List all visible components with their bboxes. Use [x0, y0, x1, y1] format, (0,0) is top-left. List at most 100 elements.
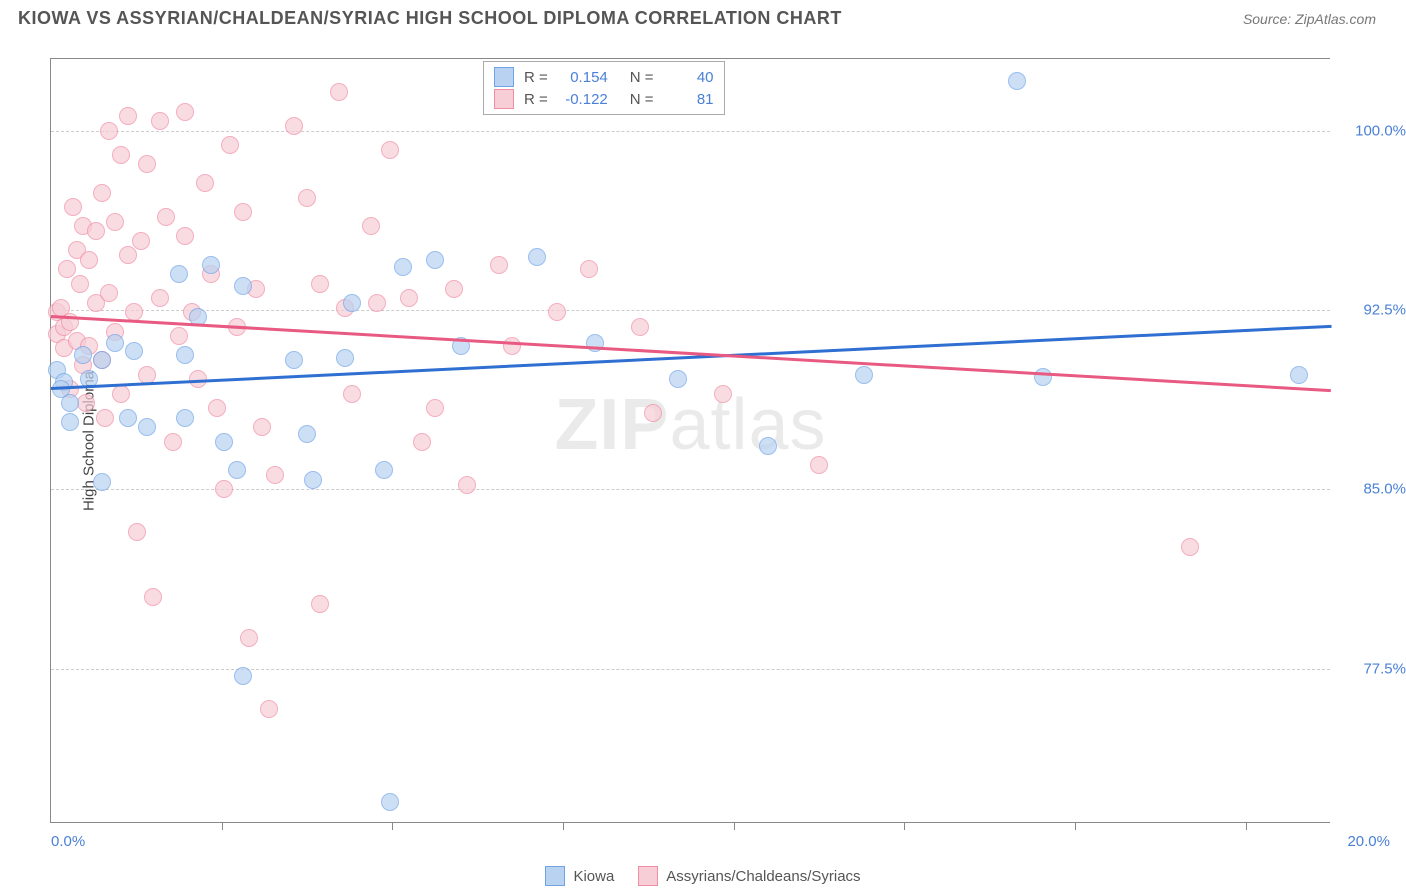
data-point [93, 473, 111, 491]
data-point [93, 184, 111, 202]
y-tick-label: 92.5% [1336, 302, 1406, 319]
data-point [119, 107, 137, 125]
x-max-label: 20.0% [1347, 833, 1390, 850]
legend-item: Assyrians/Chaldeans/Syriacs [638, 866, 860, 886]
data-point [132, 232, 150, 250]
x-tick [1246, 822, 1247, 830]
data-point [368, 294, 386, 312]
data-point [1034, 368, 1052, 386]
chart-title: KIOWA VS ASSYRIAN/CHALDEAN/SYRIAC HIGH S… [18, 8, 842, 29]
legend-row: R =0.154N =40 [494, 66, 714, 88]
gridline [51, 131, 1330, 132]
data-point [413, 433, 431, 451]
x-tick [734, 822, 735, 830]
data-point [77, 394, 95, 412]
data-point [381, 141, 399, 159]
data-point [208, 399, 226, 417]
data-point [221, 136, 239, 154]
data-point [298, 189, 316, 207]
data-point [164, 433, 182, 451]
n-label: N = [630, 91, 654, 108]
data-point [759, 437, 777, 455]
data-point [234, 203, 252, 221]
data-point [855, 366, 873, 384]
data-point [311, 275, 329, 293]
series-legend: Kiowa Assyrians/Chaldeans/Syriacs [0, 860, 1406, 892]
data-point [106, 213, 124, 231]
data-point [151, 112, 169, 130]
x-tick [392, 822, 393, 830]
legend-swatch [494, 89, 514, 109]
y-tick-label: 77.5% [1336, 660, 1406, 677]
data-point [548, 303, 566, 321]
data-point [119, 409, 137, 427]
correlation-legend: R =0.154N =40R =-0.122N =81 [483, 61, 725, 115]
data-point [106, 334, 124, 352]
data-point [285, 351, 303, 369]
data-point [586, 334, 604, 352]
data-point [343, 294, 361, 312]
data-point [138, 418, 156, 436]
data-point [336, 349, 354, 367]
data-point [580, 260, 598, 278]
data-point [170, 265, 188, 283]
data-point [125, 342, 143, 360]
data-point [144, 588, 162, 606]
gridline [51, 310, 1330, 311]
chart-header: KIOWA VS ASSYRIAN/CHALDEAN/SYRIAC HIGH S… [0, 0, 1406, 29]
watermark: ZIPatlas [554, 384, 826, 466]
data-point [426, 399, 444, 417]
data-point [215, 433, 233, 451]
data-point [215, 480, 233, 498]
data-point [394, 258, 412, 276]
legend-label: Assyrians/Chaldeans/Syriacs [666, 868, 860, 885]
data-point [458, 476, 476, 494]
data-point [196, 174, 214, 192]
data-point [1008, 72, 1026, 90]
data-point [228, 461, 246, 479]
data-point [260, 700, 278, 718]
data-point [285, 117, 303, 135]
data-point [490, 256, 508, 274]
n-value: 81 [664, 91, 714, 108]
x-tick [563, 822, 564, 830]
data-point [176, 409, 194, 427]
data-point [176, 227, 194, 245]
data-point [714, 385, 732, 403]
data-point [176, 103, 194, 121]
data-point [343, 385, 361, 403]
data-point [176, 346, 194, 364]
y-tick-label: 100.0% [1336, 122, 1406, 139]
y-tick-label: 85.0% [1336, 481, 1406, 498]
data-point [381, 793, 399, 811]
data-point [119, 246, 137, 264]
data-point [631, 318, 649, 336]
data-point [74, 346, 92, 364]
n-value: 40 [664, 69, 714, 86]
legend-row: R =-0.122N =81 [494, 88, 714, 110]
data-point [128, 523, 146, 541]
legend-swatch [494, 67, 514, 87]
data-point [100, 122, 118, 140]
legend-swatch [545, 866, 565, 886]
data-point [61, 394, 79, 412]
x-tick [904, 822, 905, 830]
data-point [304, 471, 322, 489]
r-label: R = [524, 91, 548, 108]
data-point [644, 404, 662, 422]
data-point [1181, 538, 1199, 556]
data-point [112, 385, 130, 403]
data-point [61, 413, 79, 431]
data-point [151, 289, 169, 307]
data-point [810, 456, 828, 474]
data-point [112, 146, 130, 164]
data-point [400, 289, 418, 307]
legend-label: Kiowa [573, 868, 614, 885]
plot-area: High School Diploma ZIPatlas R =0.154N =… [50, 58, 1330, 823]
data-point [93, 351, 111, 369]
data-point [240, 629, 258, 647]
data-point [202, 256, 220, 274]
data-point [234, 667, 252, 685]
x-tick [222, 822, 223, 830]
data-point [234, 277, 252, 295]
